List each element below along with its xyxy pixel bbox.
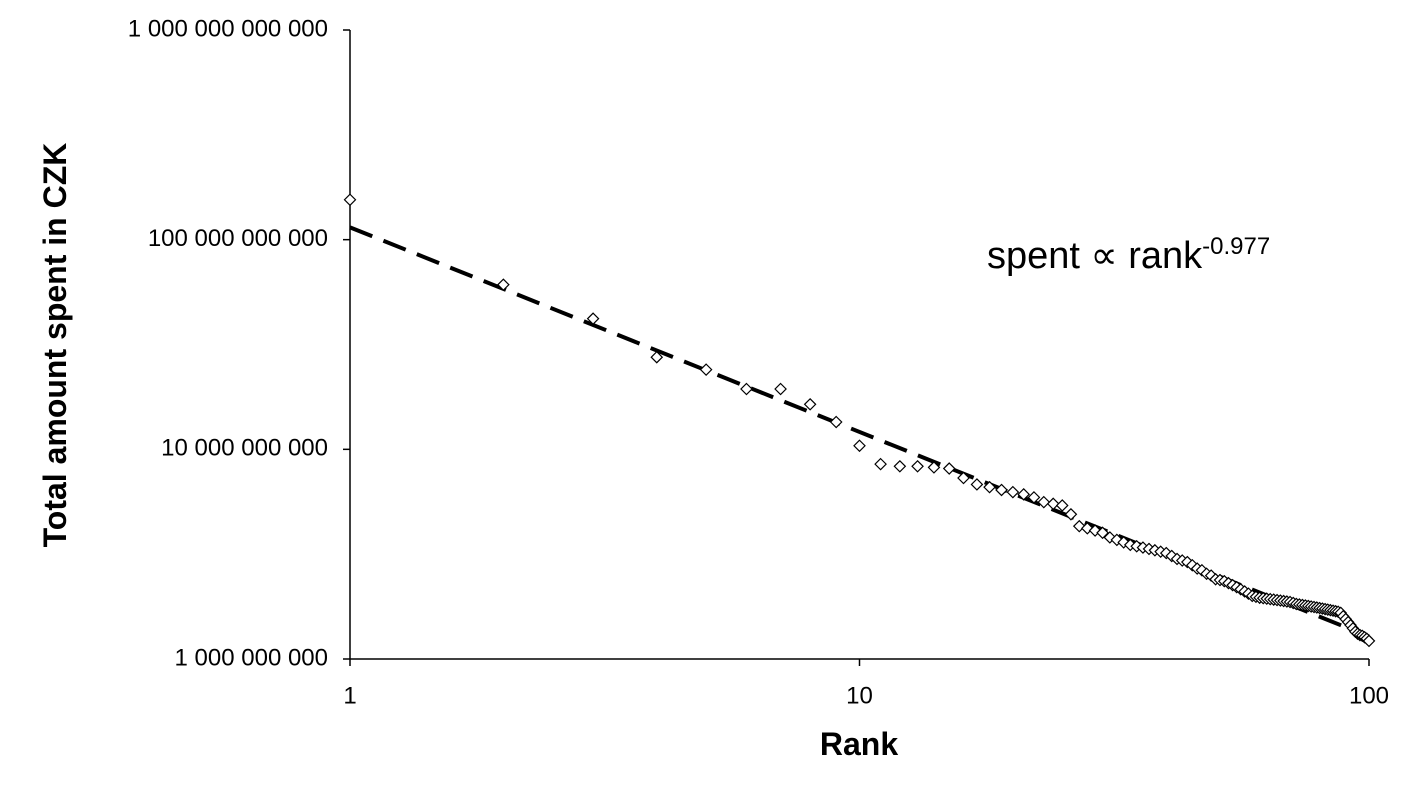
data-point <box>983 480 996 494</box>
data-point <box>497 278 510 292</box>
x-tick-label: 10 <box>846 682 873 709</box>
y-axis-title: Total amount spent in CZK <box>37 143 73 548</box>
data-point <box>1096 526 1109 540</box>
data-point <box>774 382 787 396</box>
data-point <box>874 457 887 471</box>
data-point <box>586 312 600 326</box>
data-point <box>853 439 866 453</box>
x-tick-label: 1 <box>343 682 356 709</box>
data-point <box>1037 495 1051 509</box>
y-tick-label: 100 000 000 000 <box>148 225 328 252</box>
data-point <box>911 459 924 473</box>
data-point <box>699 363 713 376</box>
y-tick-label: 1 000 000 000 000 <box>128 15 328 42</box>
x-axis-title: Rank <box>820 726 898 762</box>
y-tick-label: 10 000 000 000 <box>161 435 328 462</box>
data-point <box>1027 491 1041 504</box>
data-point <box>1362 634 1376 648</box>
annotation-exponent: -0.977 <box>1202 233 1270 260</box>
data-point <box>1055 499 1069 512</box>
data-point <box>803 397 817 411</box>
data-point <box>1017 487 1031 501</box>
data-point <box>970 478 984 491</box>
y-tick-label: 1 000 000 000 <box>175 644 328 671</box>
data-point <box>995 483 1008 497</box>
data-point <box>829 415 843 429</box>
data-point <box>1046 497 1060 511</box>
data-point <box>942 462 956 475</box>
data-point <box>893 459 907 473</box>
data-point <box>1064 507 1078 521</box>
data-point <box>1006 485 1020 499</box>
data-point <box>343 193 357 207</box>
data-point <box>957 471 970 485</box>
data-point <box>650 350 664 364</box>
annotation-text: spent ∝ rank <box>987 235 1203 277</box>
data-point <box>927 461 941 474</box>
annotation: spent ∝ rank-0.977 <box>987 233 1270 277</box>
x-tick-label: 100 <box>1349 682 1389 709</box>
data-point <box>740 382 753 396</box>
